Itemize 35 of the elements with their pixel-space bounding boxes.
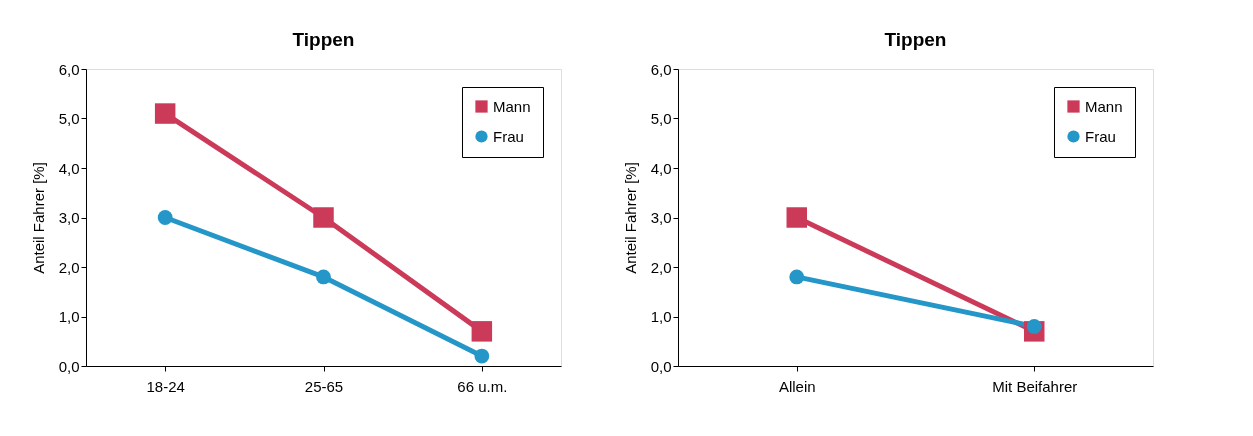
y-tick-label: 6,0 <box>650 60 672 78</box>
x-tick-label: Mit Beifahrer <box>992 377 1078 395</box>
y-axis-title: Anteil Fahrer [%] <box>621 162 639 274</box>
y-tick-label: 0,0 <box>650 357 672 375</box>
legend-label: Frau <box>1085 127 1116 145</box>
chart-title: Tippen <box>292 29 355 50</box>
x-tick-label: 25-65 <box>304 377 344 395</box>
x-tick-label: 66 u.m. <box>457 377 508 395</box>
point <box>786 207 807 228</box>
y-tick-label: 6,0 <box>58 60 80 78</box>
point <box>474 348 490 364</box>
legend-label: Frau <box>493 127 524 145</box>
point <box>313 207 334 228</box>
y-tick-label: 4,0 <box>58 159 80 177</box>
legend-label: Mann <box>493 97 531 115</box>
y-tick-label: 5,0 <box>58 110 80 127</box>
point <box>316 269 331 285</box>
x-tick-label: 18-24 <box>146 377 185 395</box>
y-tick-label: 4,0 <box>650 159 672 177</box>
y-tick-label: 2,0 <box>650 258 672 276</box>
y-tick-label: 5,0 <box>650 110 672 127</box>
y-tick-label: 3,0 <box>58 209 80 226</box>
point <box>789 269 805 285</box>
x-tick-label: Allein <box>778 377 816 395</box>
chart-title: Tippen <box>884 29 947 50</box>
y-tick-label: 2,0 <box>58 258 80 276</box>
y-tick-label: 0,0 <box>58 357 80 375</box>
y-tick-label: 1,0 <box>58 308 80 325</box>
legend-label: Mann <box>1085 97 1123 115</box>
y-tick-label: 3,0 <box>650 209 672 226</box>
point <box>157 210 173 225</box>
point <box>471 321 493 342</box>
point <box>154 103 176 124</box>
y-tick-label: 1,0 <box>650 308 672 325</box>
y-axis-title: Anteil Fahrer [%] <box>29 162 47 274</box>
